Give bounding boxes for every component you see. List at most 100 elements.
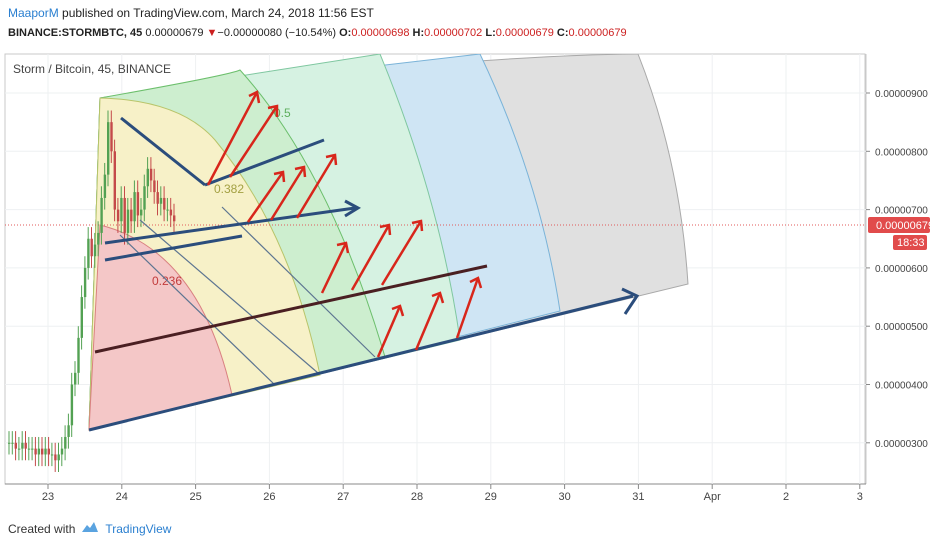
candle-body — [120, 197, 123, 222]
candle-body — [57, 454, 60, 461]
y-tick-label: 0.00000300 — [875, 439, 928, 450]
projection-line — [139, 219, 319, 374]
candle-body — [21, 442, 24, 449]
red-up-arrow-icon — [455, 276, 483, 339]
trendline-lower — [104, 234, 243, 262]
candle-body — [156, 192, 159, 204]
open-label: O: — [339, 27, 352, 39]
trendline-middle — [104, 206, 356, 245]
candle-body — [113, 151, 116, 210]
y-tick-label: 0.00000500 — [875, 322, 928, 333]
candle-body — [34, 448, 37, 455]
candle-body — [140, 209, 143, 216]
candle-body — [87, 238, 90, 268]
x-tick-label: 25 — [189, 491, 201, 503]
candle-body — [67, 425, 70, 437]
high-value: 0.00000702 — [424, 27, 483, 39]
candle-body — [8, 442, 11, 444]
author-link[interactable]: MaaporM — [8, 6, 59, 20]
candle-body — [103, 174, 107, 198]
high-label: H: — [412, 27, 425, 39]
candle-body — [123, 197, 126, 233]
candles — [8, 110, 176, 472]
y-tick-label: 0.00000800 — [875, 147, 928, 158]
candle-body — [126, 209, 130, 233]
candle-body — [143, 186, 146, 210]
y-tick-label: 0.00000700 — [875, 206, 928, 217]
countdown-tag-label: 18:33 — [897, 237, 925, 249]
trendline-mid-support — [94, 264, 488, 354]
red-up-arrow-icon — [376, 304, 405, 358]
candle-body — [64, 436, 67, 449]
candle-body — [93, 244, 97, 257]
x-tick-label: 27 — [337, 491, 349, 503]
candle-body — [74, 372, 77, 385]
x-tick-label: 24 — [116, 491, 128, 503]
current-price-tag-label: 0.00000679 — [876, 220, 932, 232]
candle-body — [60, 448, 64, 455]
candle-body — [44, 448, 47, 455]
candle-body — [149, 168, 153, 181]
fib-arc-label-0-5: 0.5 — [274, 106, 291, 120]
publish-text: published on TradingView.com, March 24, … — [62, 6, 374, 20]
candle-body — [107, 122, 110, 175]
price-axis[interactable] — [866, 54, 932, 484]
x-tick-label: 29 — [485, 491, 497, 503]
y-tick-label: 0.00000900 — [875, 89, 928, 100]
red-up-arrow-icon — [320, 241, 350, 294]
candle-body — [37, 448, 41, 455]
candle-body — [90, 238, 93, 257]
close-label: C: — [556, 27, 569, 39]
candle-body — [146, 168, 149, 187]
close-value: 0.00000679 — [568, 27, 627, 39]
x-tick-label: 26 — [263, 491, 275, 503]
x-tick-label: 3 — [857, 491, 863, 503]
open-value: 0.00000698 — [351, 27, 410, 39]
symbol-info: BINANCE:STORMBTC, 45 0.00000679 ▼−0.0000… — [8, 27, 627, 39]
x-tick-label: 30 — [558, 491, 570, 503]
y-tick-label: 0.00000400 — [875, 381, 928, 392]
candle-body — [136, 192, 140, 216]
candle-body — [169, 209, 173, 216]
candle-body — [77, 337, 80, 373]
current-price-tag — [868, 217, 930, 233]
y-tick-label: 0.00000600 — [875, 264, 928, 275]
candle-body — [97, 232, 100, 245]
red-arrows — [206, 90, 483, 358]
red-up-arrow-icon — [414, 291, 445, 351]
candle-body — [83, 267, 87, 298]
x-axis-labels: 23 24 25 26 27 28 29 30 31 Apr 2 3 — [42, 484, 863, 503]
created-with-text: Created with — [8, 521, 76, 536]
red-up-arrow-icon — [206, 90, 261, 186]
candle-body — [133, 192, 136, 222]
candle-body — [116, 209, 120, 222]
candle-body — [31, 448, 34, 450]
fib-arc-label-0-382: 0.382 — [214, 182, 244, 196]
red-up-arrow-icon — [380, 219, 424, 286]
candle-body — [54, 454, 57, 461]
x-tick-label: Apr — [704, 491, 721, 503]
x-tick-label: 2 — [783, 491, 789, 503]
projection-line — [119, 234, 276, 386]
candle-body — [80, 297, 83, 338]
candle-body — [153, 180, 156, 193]
candle-body — [163, 197, 166, 210]
candle-body — [14, 442, 17, 449]
x-tick-label: 23 — [42, 491, 54, 503]
tradingview-link[interactable]: TradingView — [105, 521, 172, 536]
fib-fan-red-band — [88, 224, 233, 431]
candle-body — [110, 122, 113, 152]
trendline-peak-down — [120, 116, 206, 187]
candle-body — [159, 197, 163, 204]
trendline-base-support — [88, 294, 634, 432]
down-arrow-icon: ▼ — [206, 27, 218, 39]
y-axis-labels: 0.00000900 0.00000800 0.00000700 0.00000600… — [866, 89, 928, 450]
last-price: 0.00000679 — [145, 27, 204, 39]
price-change: −0.00000080 (−10.54%) — [217, 27, 337, 39]
x-tick-label: 31 — [632, 491, 644, 503]
tradingview-logo-icon — [81, 520, 99, 537]
chart-legend: Storm / Bitcoin, 45, BINANCE — [13, 62, 171, 76]
symbol-name[interactable]: BINANCE:STORMBTC, 45 — [8, 27, 143, 39]
red-up-arrow-icon — [269, 165, 307, 221]
